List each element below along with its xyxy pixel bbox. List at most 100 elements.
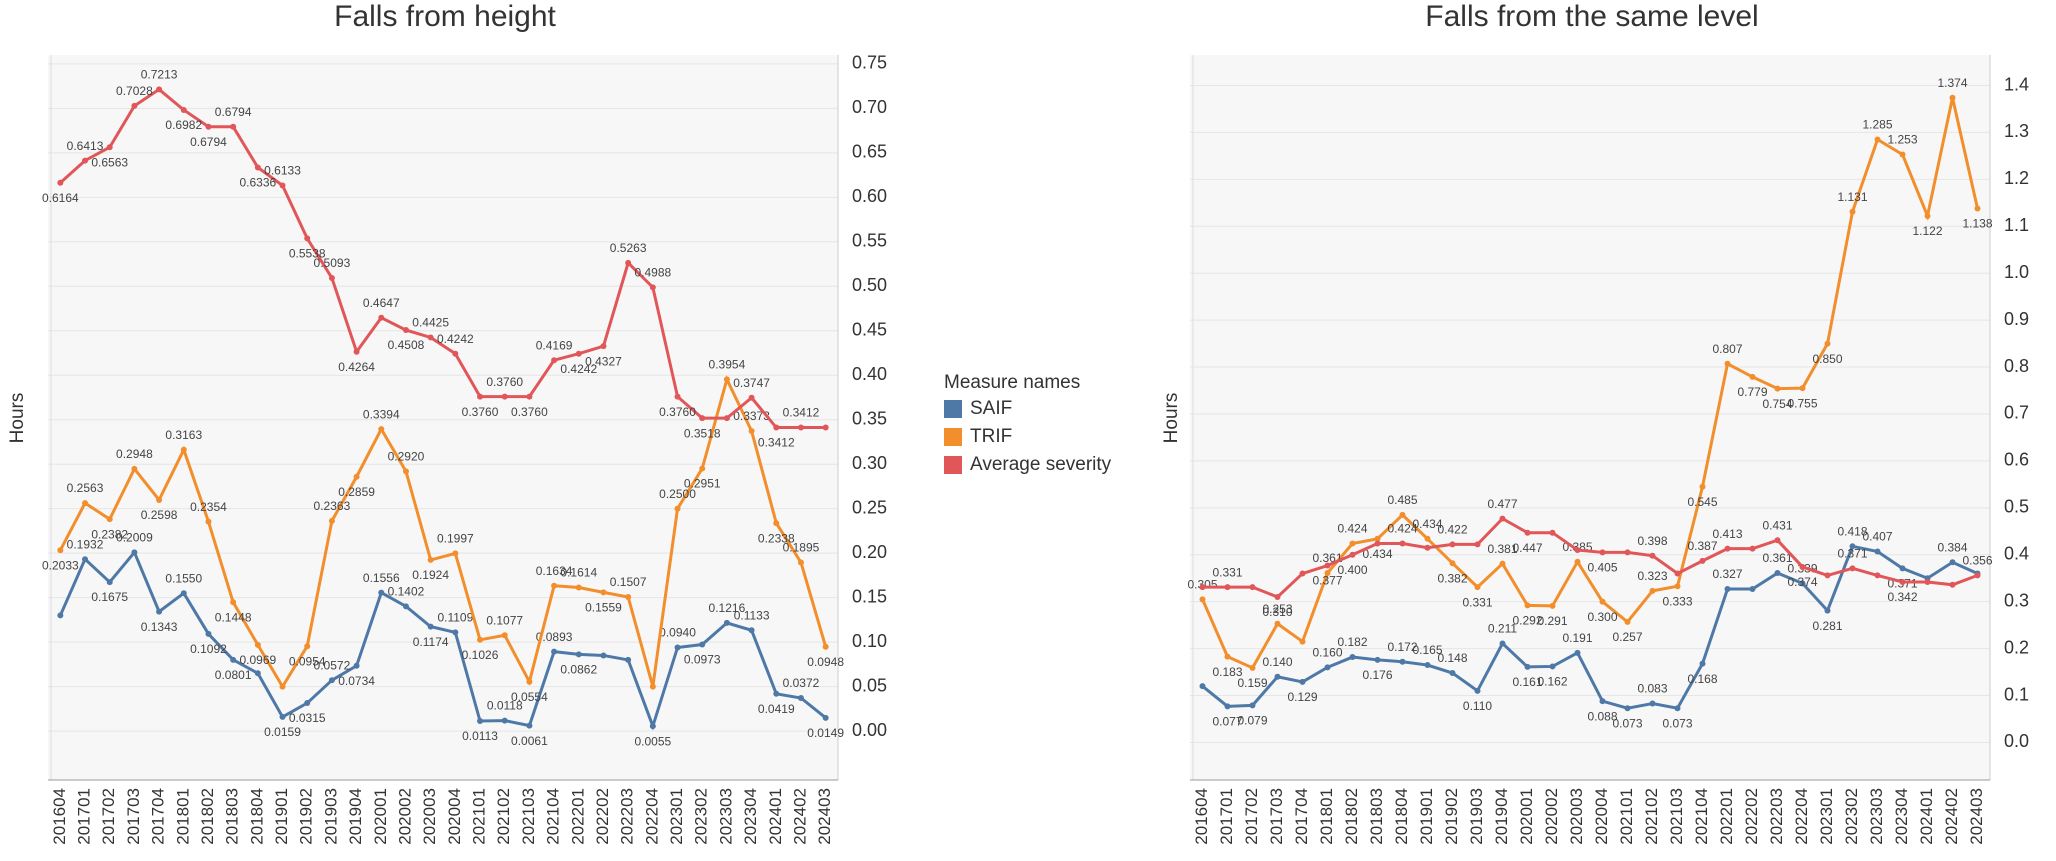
data-point (1724, 360, 1731, 367)
data-label: 0.165 (1412, 643, 1442, 657)
y-tick-label: 1.4 (2004, 74, 2029, 94)
data-label: 0.374 (1787, 575, 1817, 589)
data-label: 0.088 (1587, 709, 1617, 723)
data-point (1224, 584, 1231, 591)
series-line (59, 375, 828, 690)
data-label: 0.2563 (67, 481, 104, 495)
data-label: 0.333 (1662, 594, 1692, 608)
data-label: 0.384 (1937, 540, 1967, 554)
data-label: 0.182 (1337, 635, 1367, 649)
data-label: 0.3518 (684, 426, 721, 440)
data-label: 0.6794 (190, 135, 227, 149)
data-point (156, 496, 163, 503)
data-point (822, 424, 829, 431)
x-tick-label: 202104 (544, 788, 563, 845)
data-label: 0.4327 (585, 354, 622, 368)
data-label: 0.434 (1412, 517, 1442, 531)
data-point (279, 713, 286, 720)
legend-title: Measure names (944, 372, 1080, 393)
chart: Falls from height Hours 0.00 0.05 0.10 0.15 0.… (7, 0, 887, 845)
data-point (1924, 578, 1931, 585)
data-point (723, 415, 730, 422)
data-point (575, 651, 582, 658)
series-line (59, 87, 826, 430)
data-label: 0.0055 (634, 734, 671, 748)
data-label: 0.0149 (807, 726, 844, 740)
data-point (230, 599, 237, 606)
data-point (82, 500, 89, 507)
data-label: 1.131 (1837, 190, 1867, 204)
data-label: 0.168 (1687, 672, 1717, 686)
data-point (723, 376, 730, 383)
data-label: 0.1895 (783, 541, 820, 555)
data-label: 0.176 (1362, 668, 1392, 682)
data-point (1599, 549, 1606, 556)
y-tick-label: 0.7 (2004, 403, 2029, 423)
data-point (1374, 535, 1381, 542)
data-point (551, 357, 558, 364)
data-point (1749, 545, 1756, 552)
data-point (1624, 618, 1631, 625)
data-point (1299, 638, 1306, 645)
data-label: 0.160 (1312, 646, 1342, 660)
y-tick-label: 1.2 (2004, 168, 2029, 188)
data-label: 0.331 (1462, 595, 1492, 609)
data-point (1824, 340, 1831, 347)
data-point (1849, 208, 1856, 215)
data-point (600, 652, 607, 659)
x-tick-label: 202401 (766, 788, 785, 845)
data-point (1824, 607, 1831, 614)
data-point (205, 630, 212, 637)
data-point (575, 350, 582, 357)
data-point (1824, 572, 1831, 579)
data-point (1949, 559, 1956, 566)
data-point (1474, 687, 1481, 694)
x-tick-label: 202202 (1742, 788, 1761, 845)
data-point (1699, 483, 1706, 490)
data-point (1274, 620, 1281, 627)
data-label: 0.129 (1287, 690, 1317, 704)
data-point (674, 644, 681, 651)
legend-swatch (944, 400, 962, 418)
data-label: 0.077 (1212, 714, 1242, 728)
x-tick-label: 202304 (741, 788, 760, 845)
data-point (723, 619, 730, 626)
data-point (180, 446, 187, 453)
data-label: 0.0572 (314, 658, 351, 672)
x-tick-label: 201802 (198, 788, 217, 845)
y-tick-label: 0.1 (2004, 684, 2029, 704)
data-point (1624, 705, 1631, 712)
data-point (328, 275, 335, 282)
data-point (1324, 570, 1331, 577)
data-point (279, 683, 286, 690)
data-point (1374, 540, 1381, 547)
data-label: 0.161 (1512, 675, 1542, 689)
x-tick-label: 202402 (1942, 788, 1961, 845)
data-label: 0.381 (1487, 542, 1517, 556)
y-tick-label: 0.25 (852, 497, 887, 517)
data-point (328, 517, 335, 524)
x-tick-label: 201903 (1467, 788, 1486, 845)
series-line (58, 549, 827, 731)
data-label: 0.6413 (67, 139, 104, 153)
data-point (1424, 535, 1431, 542)
y-tick-label: 1.3 (2004, 121, 2029, 141)
data-point (822, 714, 829, 721)
x-tick-label: 201701 (75, 788, 94, 845)
data-label: 0.0862 (560, 663, 597, 677)
data-point (1899, 151, 1906, 158)
data-point (625, 656, 632, 663)
y-tick-label: 0.10 (852, 631, 887, 651)
x-tick-label: 202003 (420, 788, 439, 845)
data-point (748, 394, 755, 401)
data-label: 0.7213 (141, 68, 178, 82)
y-tick-label: 0.4 (2004, 544, 2029, 564)
data-label: 0.754 (1762, 397, 1792, 411)
data-label: 0.323 (1637, 569, 1667, 583)
data-point (82, 556, 89, 563)
data-point (1449, 541, 1456, 548)
data-point (1749, 373, 1756, 380)
data-point (1399, 540, 1406, 547)
data-label: 0.2500 (659, 487, 696, 501)
data-point (1724, 545, 1731, 552)
